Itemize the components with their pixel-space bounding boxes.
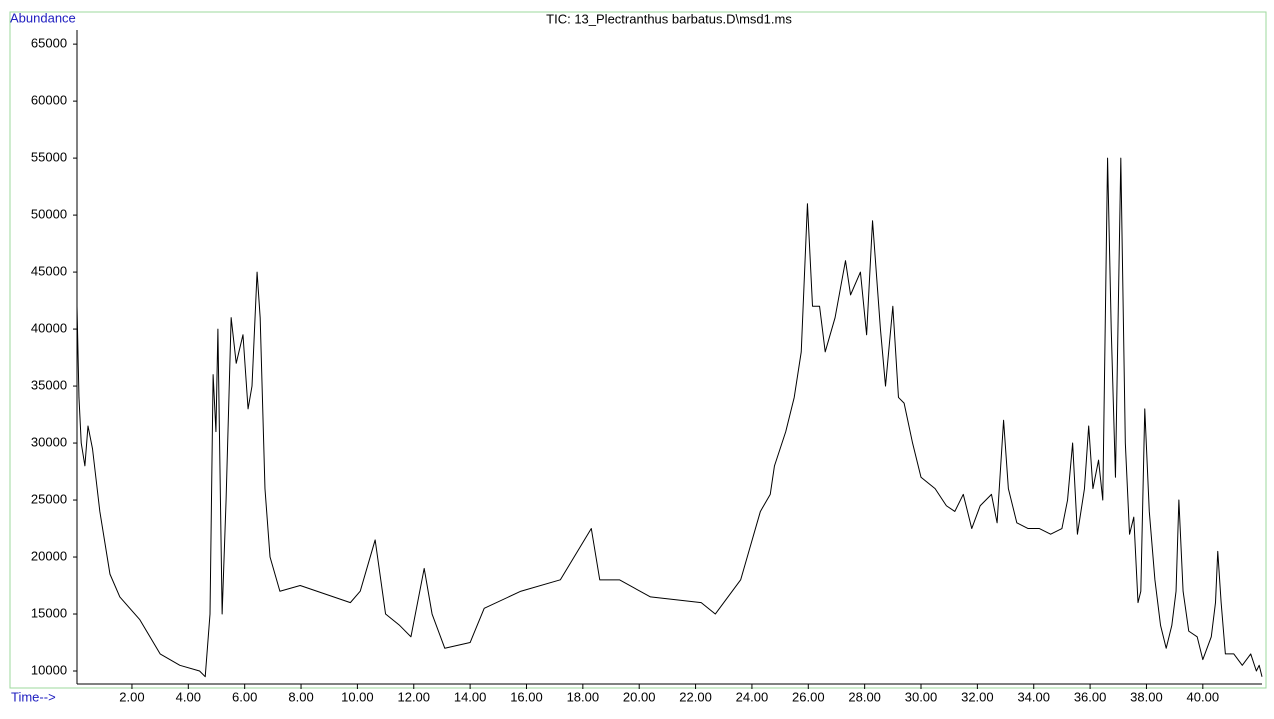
- y-tick-label: 65000: [31, 36, 67, 51]
- x-tick-label: 30.00: [905, 689, 938, 704]
- x-axis-label: Time-->: [11, 689, 56, 704]
- y-tick-label: 20000: [31, 548, 67, 563]
- y-tick-label: 15000: [31, 605, 67, 620]
- x-tick-label: 2.00: [119, 689, 144, 704]
- x-tick-label: 38.00: [1130, 689, 1163, 704]
- y-tick-label: 60000: [31, 93, 67, 108]
- chart-title: TIC: 13_Plectranthus barbatus.D\msd1.ms: [546, 11, 792, 26]
- y-tick-label: 35000: [31, 378, 67, 393]
- x-tick-label: 16.00: [510, 689, 543, 704]
- frame: [9, 11, 1267, 689]
- y-tick-label: 30000: [31, 434, 67, 449]
- x-tick-label: 36.00: [1074, 689, 1107, 704]
- x-tick-label: 10.00: [341, 689, 374, 704]
- y-tick-label: 40000: [31, 321, 67, 336]
- x-tick-label: 22.00: [679, 689, 712, 704]
- x-tick-label: 4.00: [176, 689, 201, 704]
- x-tick-label: 8.00: [288, 689, 313, 704]
- y-tick-label: 10000: [31, 662, 67, 677]
- x-tick-label: 12.00: [397, 689, 430, 704]
- y-tick-label: 25000: [31, 491, 67, 506]
- tic-line: [76, 157, 1263, 678]
- x-tick-label: 20.00: [623, 689, 656, 704]
- x-tick-label: 34.00: [1017, 689, 1050, 704]
- y-tick-label: 55000: [31, 150, 67, 165]
- x-tick-label: 18.00: [567, 689, 600, 704]
- x-tick-label: 40.00: [1187, 689, 1220, 704]
- y-tick-label: 45000: [31, 264, 67, 279]
- x-tick-label: 26.00: [792, 689, 825, 704]
- x-tick-label: 28.00: [848, 689, 881, 704]
- y-tick-label: 50000: [31, 207, 67, 222]
- x-tick-label: 14.00: [454, 689, 487, 704]
- y-axis-label: Abundance: [10, 10, 76, 25]
- x-tick-label: 32.00: [961, 689, 994, 704]
- x-tick-label: 24.00: [736, 689, 769, 704]
- x-tick-label: 6.00: [232, 689, 257, 704]
